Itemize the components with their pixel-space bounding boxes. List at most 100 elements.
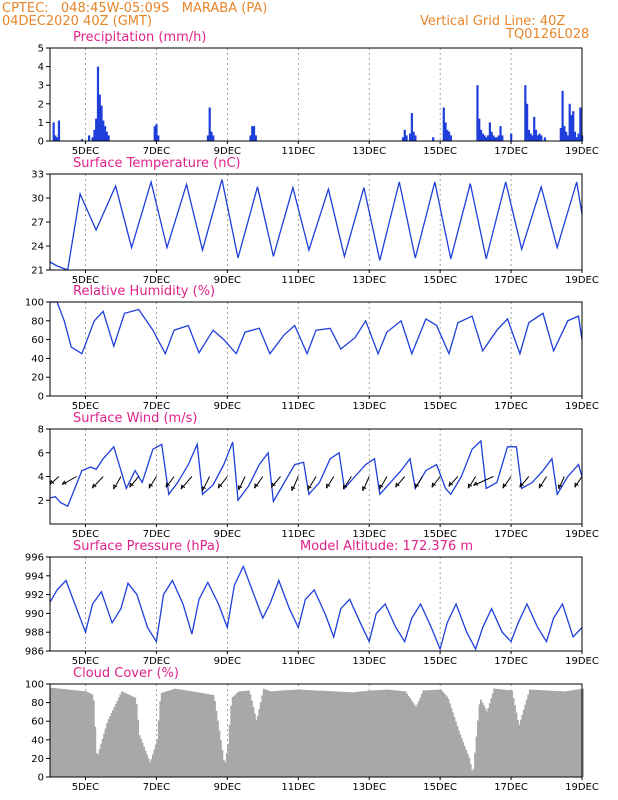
cloud-bar: [531, 689, 534, 777]
x-tick-label: 19DEC: [565, 275, 599, 286]
y-tick-label: 80: [31, 316, 44, 327]
cloud-bar: [233, 695, 236, 777]
cloud-bar: [58, 688, 61, 777]
y-tick-label: 1: [38, 118, 44, 129]
x-tick-label: 11DEC: [281, 529, 315, 540]
cloud-bar: [86, 692, 89, 777]
cloud-bar: [403, 691, 406, 777]
cloud-bar: [228, 725, 231, 777]
series-line: [49, 564, 583, 652]
cloud-bar: [255, 719, 258, 777]
x-tick-label: 11DEC: [281, 275, 315, 286]
cloud-bar: [279, 690, 281, 777]
cloud-bar: [465, 749, 468, 777]
y-tick-label: 3: [38, 81, 44, 92]
cloud-bar: [437, 689, 440, 777]
cloud-bar: [150, 759, 153, 777]
header-grid-line: Vertical Grid Line: 40Z: [420, 14, 566, 29]
y-tick-label: 100: [25, 298, 44, 309]
cloud-bar: [321, 690, 324, 777]
cloud-bar: [567, 690, 570, 777]
cloud-bar: [438, 689, 441, 777]
precip-bar: [540, 135, 543, 141]
x-tick-label: 13DEC: [352, 275, 386, 286]
cloud-bar: [386, 689, 389, 777]
precip-bar: [414, 135, 417, 141]
header-location: CPTEC: 048:45W-05:09S MARABA (PA): [2, 1, 268, 16]
wind-arrow-head: [148, 483, 153, 489]
header-date: 04DEC2020 40Z (GMT): [2, 14, 153, 29]
cloud-bar: [101, 738, 104, 777]
wind-arrow: [342, 476, 352, 490]
cloud-bar: [332, 691, 335, 777]
cloud-bar: [545, 690, 547, 777]
cloud-bar: [358, 691, 361, 777]
precip-bar: [102, 120, 105, 141]
x-tick-label: 17DEC: [494, 529, 528, 540]
precip-bar: [442, 107, 445, 141]
cloud-bar: [268, 690, 271, 777]
x-tick-label: 11DEC: [281, 656, 315, 667]
cloud-bar: [521, 714, 524, 777]
cloud-bar: [129, 695, 132, 777]
cloud-bar: [147, 758, 150, 777]
cloud-bar: [515, 712, 518, 777]
x-tick-label: 15DEC: [423, 401, 457, 412]
cloud-bar: [522, 709, 525, 777]
wind-arrow: [414, 476, 423, 489]
cloud-bar: [561, 691, 564, 777]
y-tick-label: 988: [25, 628, 44, 639]
cloud-bar: [191, 691, 194, 777]
y-tick-label: 994: [25, 571, 44, 582]
cloud-bar: [462, 742, 465, 777]
cloud-bar: [338, 691, 341, 777]
cloud-bar: [394, 690, 397, 777]
wind-arrow-head: [129, 482, 134, 488]
precip-bar: [57, 120, 61, 141]
cloud-bar: [379, 689, 382, 777]
precip-bar: [95, 118, 98, 141]
cloud-bar: [82, 691, 85, 777]
cloud-bar: [534, 689, 537, 777]
cloud-bar: [215, 710, 218, 777]
panel-frame: [49, 556, 583, 652]
wind-arrow-head: [61, 480, 67, 485]
cloud-bar: [218, 730, 221, 777]
wind-arrow-head: [342, 484, 348, 490]
cloud-bar: [409, 698, 411, 777]
wind-arrow: [291, 476, 299, 492]
x-tick-label: 9DEC: [214, 529, 241, 540]
precip-bar: [488, 122, 491, 141]
cloud-bar: [298, 689, 301, 777]
cloud-bar: [123, 692, 126, 777]
cloud-bar: [543, 690, 546, 777]
cloud-bar: [72, 690, 75, 777]
wind-arrow-head: [307, 485, 312, 491]
y-tick-label: 996: [25, 553, 44, 564]
cloud-bar: [451, 712, 454, 777]
precip-bar: [529, 133, 532, 141]
cloud-bar: [267, 690, 270, 777]
cloud-bar: [375, 690, 377, 777]
cloud-bar: [548, 690, 550, 777]
wind-arrow: [538, 476, 547, 489]
precip-bar: [448, 131, 451, 141]
cloud-bar: [527, 694, 530, 777]
x-tick-label: 9DEC: [214, 656, 241, 667]
cloud-bar: [273, 691, 276, 777]
cloud-bar: [159, 701, 162, 777]
cloud-bar: [120, 691, 123, 777]
cloud-bar: [128, 694, 131, 777]
cloud-bar: [109, 716, 111, 777]
cloud-bar: [75, 690, 77, 777]
panel-6: 0 20 40 60 80 100 5DEC 7DEC 9DEC 11DEC 13DEC 15DEC 1…: [25, 666, 599, 793]
panel-5: 986 988 990 992 994 996 5DEC 7DEC 9DEC 11DEC 13DEC…: [25, 539, 599, 667]
panel-title: Surface Pressure (hPa): [73, 539, 220, 554]
cloud-bar: [60, 688, 63, 777]
cloud-bar: [79, 690, 82, 777]
y-tick-label: 6: [38, 448, 44, 459]
cloud-bar: [50, 687, 52, 777]
cloud-bar: [104, 728, 107, 777]
x-tick-label: 7DEC: [143, 782, 170, 793]
cloud-bar: [417, 700, 420, 777]
